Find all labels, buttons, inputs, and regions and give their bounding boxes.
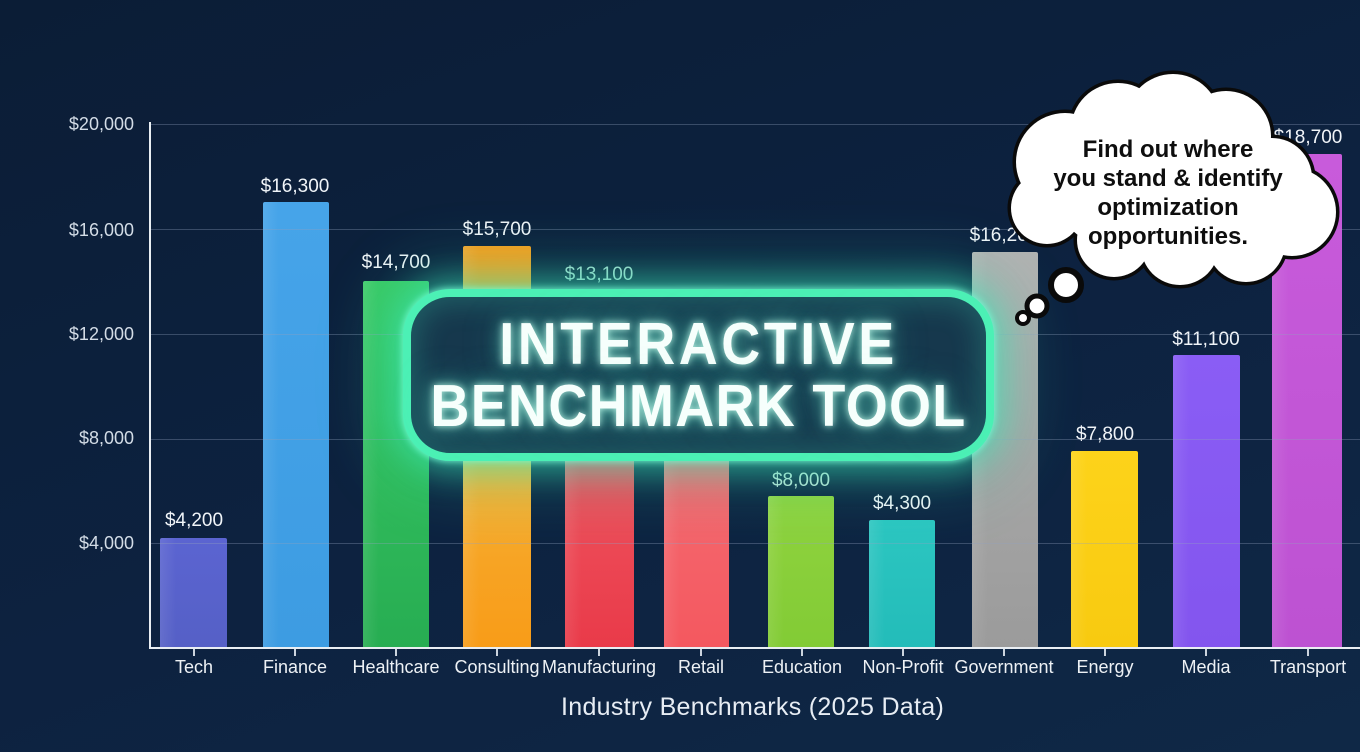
svg-text:you stand & identify: you stand & identify: [1053, 165, 1283, 192]
svg-text:Find out where: Find out where: [1083, 136, 1254, 163]
svg-text:opportunities.: opportunities.: [1088, 223, 1248, 250]
svg-text:optimization: optimization: [1097, 194, 1238, 221]
